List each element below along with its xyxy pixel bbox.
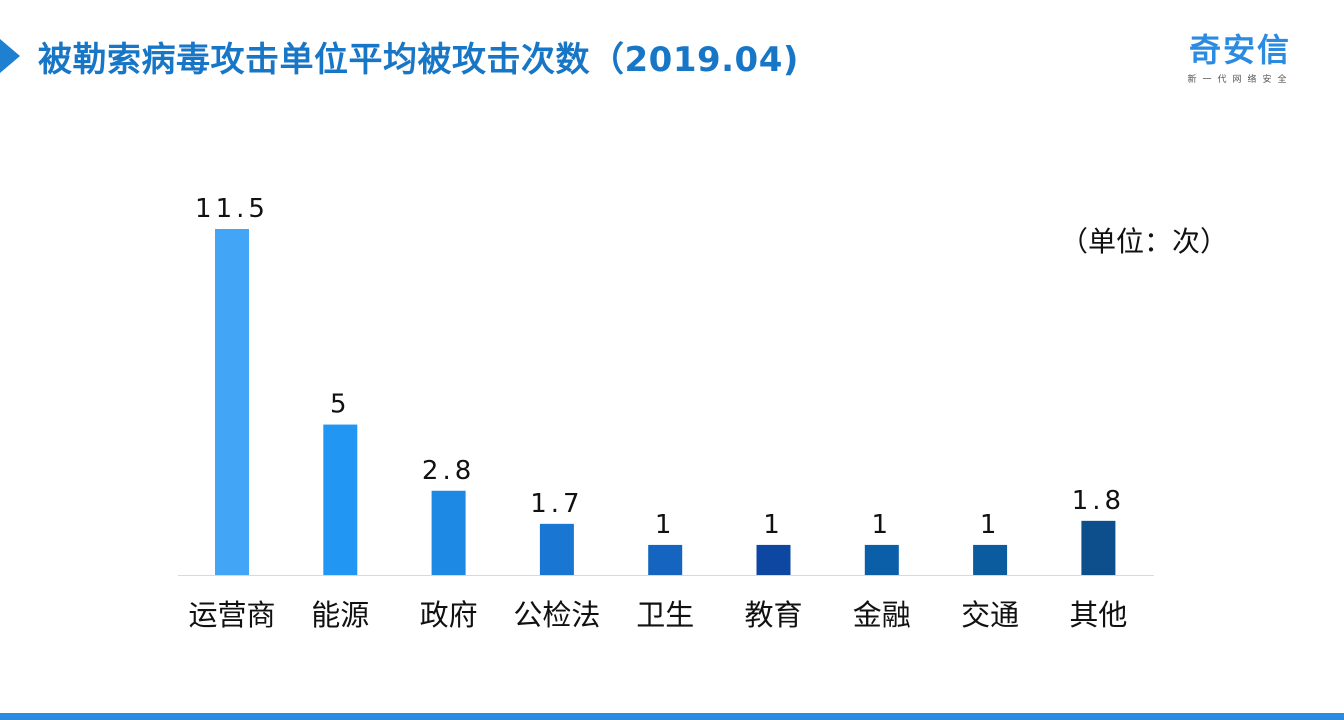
data-label-1: 5 xyxy=(330,390,351,420)
data-label-6: 1 xyxy=(872,510,893,540)
data-label-5: 1 xyxy=(763,510,784,540)
category-label-8: 其他 xyxy=(1069,598,1127,632)
category-label-2: 政府 xyxy=(420,598,478,632)
category-label-7: 交通 xyxy=(961,598,1019,632)
bar-1 xyxy=(323,424,358,575)
bar-5 xyxy=(756,544,791,575)
category-label-6: 金融 xyxy=(853,598,911,632)
data-label-7: 1 xyxy=(980,510,1001,540)
data-label-3: 1.7 xyxy=(530,489,583,519)
category-label-3: 公检法 xyxy=(513,598,600,632)
title-marker xyxy=(0,39,20,73)
data-label-4: 1 xyxy=(655,510,676,540)
bar-4 xyxy=(648,544,683,575)
bar-7 xyxy=(973,544,1008,575)
category-label-1: 能源 xyxy=(311,598,369,632)
category-label-0: 运营商 xyxy=(188,598,275,632)
bar-2 xyxy=(431,490,466,575)
category-label-4: 卫生 xyxy=(636,598,694,632)
data-label-8: 1.8 xyxy=(1072,486,1125,516)
bar-8 xyxy=(1081,520,1116,575)
page-title: 被勒索病毒攻击单位平均被攻击次数（2019.04) xyxy=(38,40,799,80)
data-label-0: 11.5 xyxy=(195,194,269,224)
company-logo: 奇安信 新一代网络安全 xyxy=(1170,30,1310,85)
bar-6 xyxy=(864,544,899,575)
category-label-5: 教育 xyxy=(744,598,802,632)
bottom-accent-bar xyxy=(0,713,1344,720)
data-label-2: 2.8 xyxy=(422,456,475,486)
unit-label: （单位：次） xyxy=(1060,225,1229,258)
logo-text: 奇安信 xyxy=(1188,31,1291,69)
logo-subtitle: 新一代网络安全 xyxy=(1187,75,1293,85)
bar-3 xyxy=(539,523,574,575)
bar-0 xyxy=(215,229,249,575)
